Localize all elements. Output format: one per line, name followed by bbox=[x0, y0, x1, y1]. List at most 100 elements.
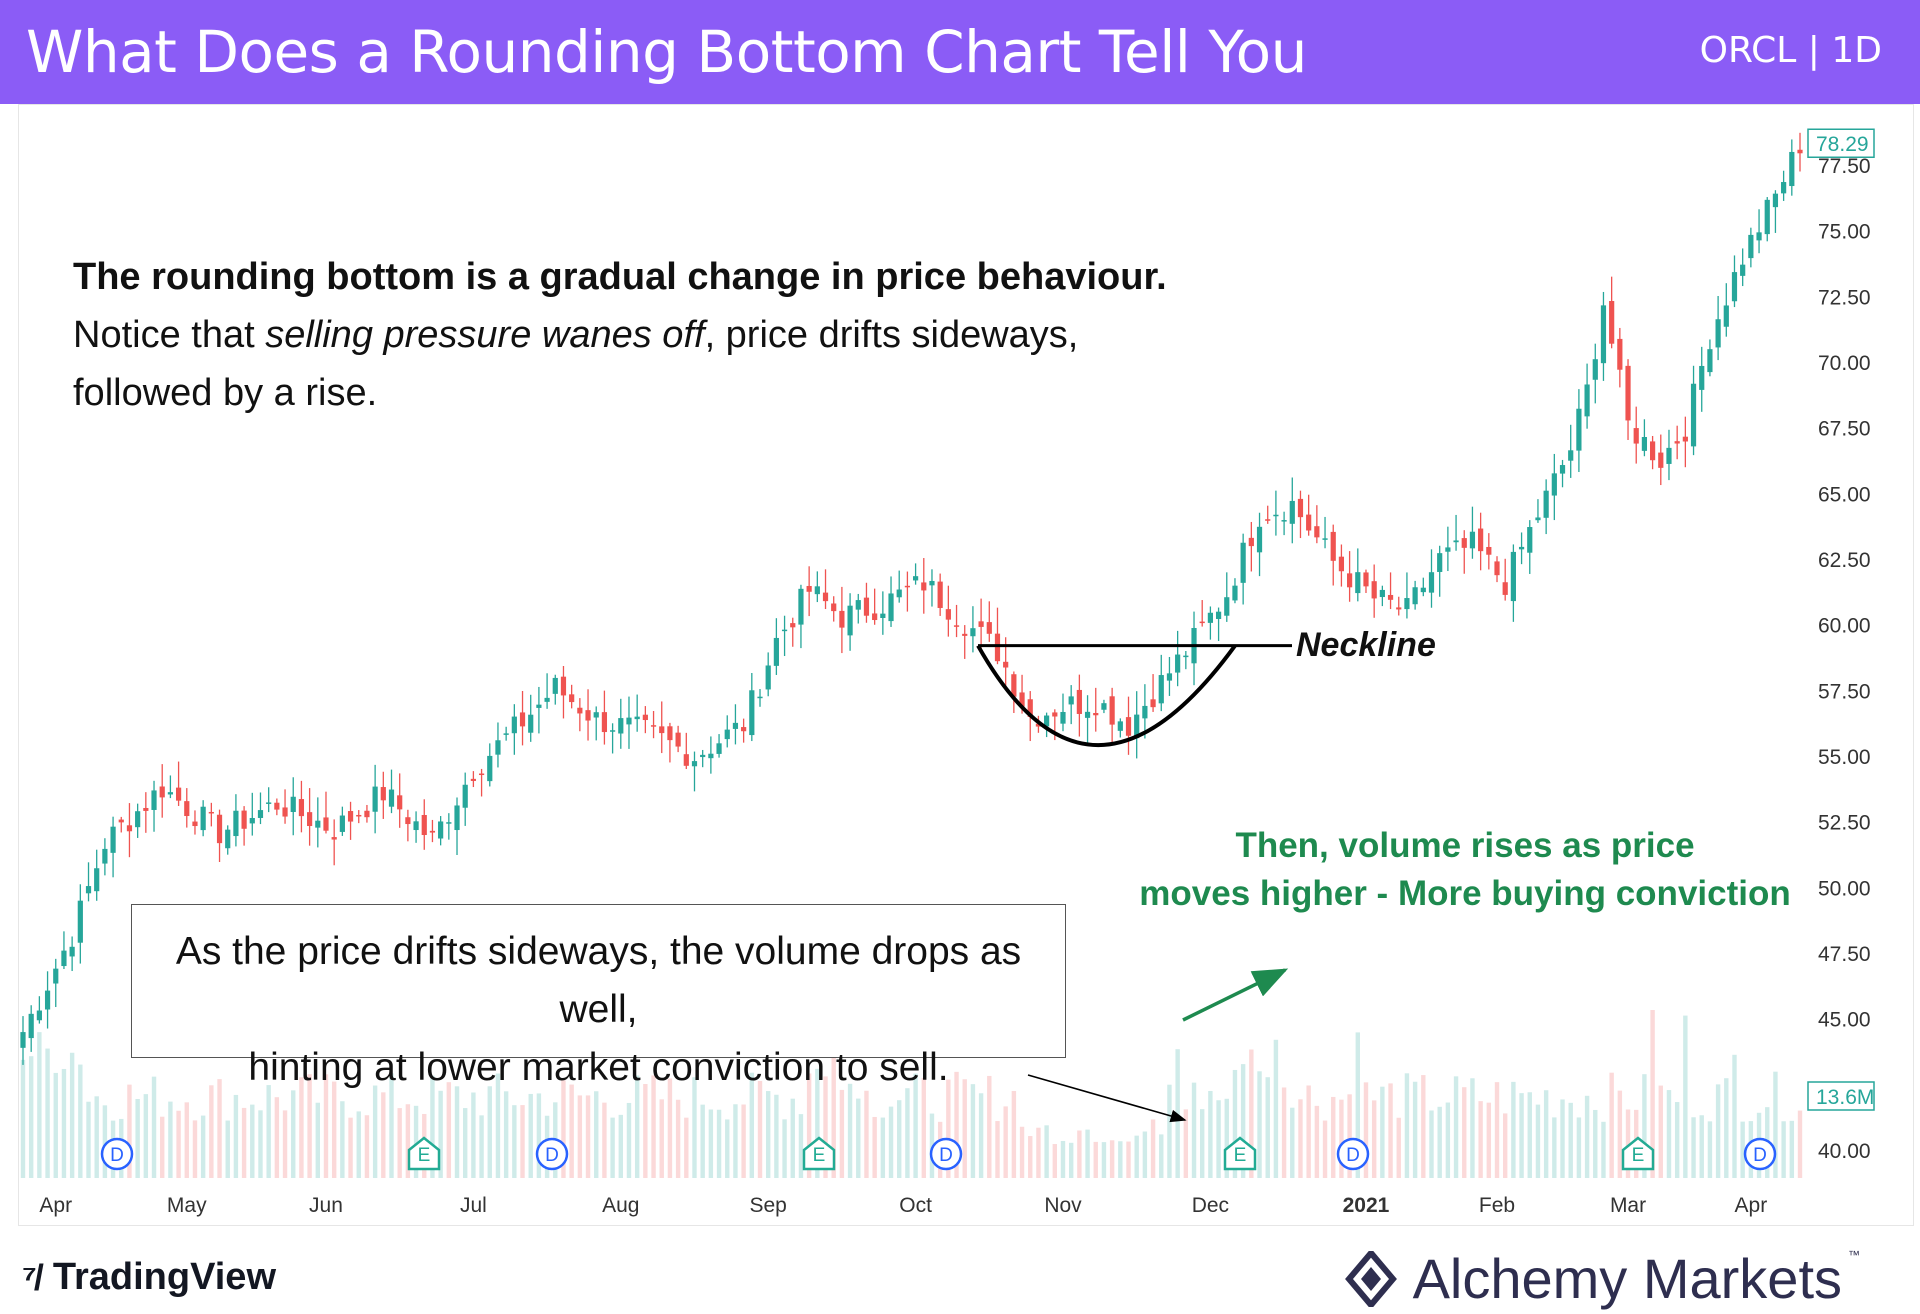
candle-body bbox=[1084, 711, 1091, 718]
candle-body bbox=[929, 580, 935, 586]
volume-bar bbox=[1314, 1105, 1320, 1178]
price-chart: 40.00 45.00 47.50 50.00 52.50 55.00 57.50 60.00… bbox=[20, 128, 1875, 1217]
y-tick-label: 67.50 bbox=[1818, 418, 1871, 441]
candle-body bbox=[1011, 674, 1017, 697]
x-tick-label: May bbox=[167, 1194, 207, 1217]
last-price-tag bbox=[1807, 128, 1875, 158]
candle-body bbox=[1584, 384, 1590, 417]
volume-bar bbox=[1077, 1130, 1082, 1178]
volume-bar bbox=[176, 1110, 181, 1178]
candle-body bbox=[667, 726, 673, 741]
volume-note-box: As the price drifts sideways, the volume… bbox=[131, 904, 1066, 1089]
volume-bar bbox=[1339, 1099, 1344, 1178]
candle-body bbox=[28, 1013, 34, 1039]
candle-body bbox=[741, 727, 747, 732]
alchemy-markets-logo: Alchemy Markets ™ bbox=[1344, 1246, 1870, 1311]
volume-bar bbox=[1388, 1083, 1393, 1178]
volume-bar bbox=[847, 1083, 853, 1178]
candle-body bbox=[732, 722, 739, 729]
volume-bar bbox=[1781, 1121, 1786, 1178]
volume-bar bbox=[1281, 1087, 1287, 1178]
candle-body bbox=[1576, 408, 1582, 451]
candle-body bbox=[1674, 441, 1680, 444]
y-tick-label: 75.00 bbox=[1818, 221, 1871, 244]
volume-bar bbox=[307, 1074, 312, 1178]
volume-bar bbox=[1593, 1109, 1598, 1178]
candle-body bbox=[863, 597, 870, 616]
candle-body bbox=[1134, 714, 1140, 739]
volume-bar bbox=[1797, 1110, 1803, 1178]
volume-bar bbox=[1707, 1121, 1713, 1178]
volume-bar bbox=[864, 1090, 869, 1178]
volume-bar bbox=[1306, 1085, 1311, 1178]
candle-body bbox=[528, 714, 534, 733]
candle-body bbox=[216, 814, 223, 844]
volume-bar bbox=[790, 1098, 795, 1178]
candle-body bbox=[380, 787, 386, 801]
volume-bar bbox=[815, 1068, 820, 1178]
candle-body bbox=[405, 817, 411, 825]
volume-drop-arrow bbox=[1027, 1074, 1187, 1123]
volume-bar bbox=[667, 1078, 673, 1178]
candle-body bbox=[1682, 436, 1688, 442]
volume-bar bbox=[53, 1072, 58, 1178]
candle-body bbox=[1559, 465, 1566, 474]
volume-bar bbox=[1249, 1049, 1254, 1178]
volume-bar bbox=[1486, 1102, 1492, 1178]
candle-body bbox=[503, 733, 509, 735]
x-tick-label: Jun bbox=[309, 1194, 343, 1217]
volume-rise-arrow bbox=[1182, 968, 1289, 1022]
volume-bar bbox=[405, 1104, 411, 1178]
candle-body bbox=[994, 633, 1001, 662]
volume-bar bbox=[487, 1086, 492, 1178]
candle-body bbox=[372, 786, 378, 812]
description-line-2-end: , price drifts sideways, bbox=[704, 314, 1079, 356]
volume-bar bbox=[20, 1059, 26, 1178]
volume-bar bbox=[1290, 1107, 1295, 1178]
volume-bar bbox=[1028, 1136, 1033, 1178]
candle-body bbox=[429, 830, 436, 833]
volume-bar bbox=[913, 1073, 918, 1178]
y-tick-label: 77.50 bbox=[1818, 155, 1871, 178]
candle-body bbox=[708, 753, 714, 759]
candle-body bbox=[397, 795, 403, 810]
volume-bar bbox=[880, 1117, 886, 1178]
volume-bar bbox=[1240, 1064, 1246, 1178]
volume-bar bbox=[1650, 1010, 1655, 1178]
volume-bar bbox=[438, 1090, 443, 1178]
volume-bar bbox=[1044, 1125, 1049, 1178]
candle-body bbox=[765, 665, 771, 690]
volume-bar bbox=[446, 1082, 452, 1178]
volume-bar bbox=[479, 1115, 484, 1178]
candle-body bbox=[1265, 519, 1271, 521]
candle-body bbox=[1379, 589, 1385, 598]
volume-bar bbox=[233, 1094, 239, 1178]
volume-bar bbox=[1109, 1140, 1115, 1178]
candle-body bbox=[282, 807, 288, 817]
volume-bar bbox=[1216, 1100, 1221, 1178]
candle-body bbox=[1166, 673, 1173, 681]
candle-body bbox=[1232, 585, 1238, 601]
y-tick-label: 50.00 bbox=[1818, 877, 1871, 900]
candle-body bbox=[1076, 689, 1082, 714]
volume-bar bbox=[1437, 1106, 1442, 1178]
volume-bar bbox=[1674, 1102, 1680, 1178]
candle-body bbox=[822, 592, 829, 602]
volume-bar bbox=[69, 1052, 75, 1178]
candle-body bbox=[872, 613, 878, 621]
last-volume-tag bbox=[1807, 1081, 1875, 1111]
volume-bar bbox=[651, 1075, 656, 1178]
candle-body bbox=[675, 732, 681, 747]
trademark-symbol: ™ bbox=[1848, 1247, 1860, 1262]
candle-body bbox=[1035, 723, 1042, 727]
candle-body bbox=[1600, 305, 1607, 364]
volume-bar bbox=[1126, 1141, 1131, 1178]
event-marker-letter: D bbox=[545, 1145, 559, 1166]
volume-bar bbox=[340, 1101, 345, 1178]
volume-bar bbox=[839, 1089, 845, 1178]
volume-bar bbox=[708, 1109, 714, 1178]
candle-body bbox=[331, 837, 337, 840]
candle-body bbox=[1322, 538, 1328, 540]
candle-body bbox=[798, 588, 804, 625]
candle-body bbox=[1199, 621, 1205, 624]
